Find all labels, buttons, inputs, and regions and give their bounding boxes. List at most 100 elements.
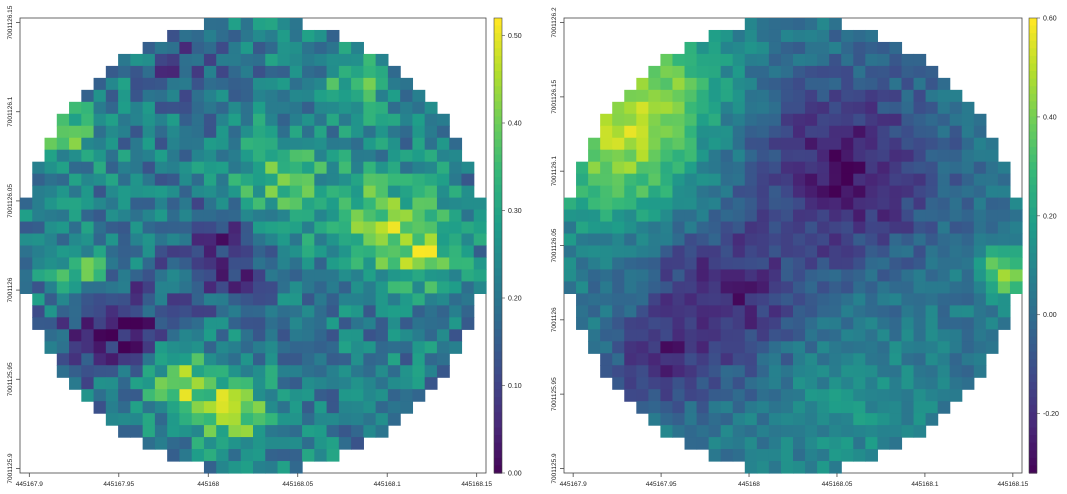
left-cell <box>142 221 156 235</box>
right-cell <box>853 281 866 294</box>
right-cell <box>841 149 854 163</box>
right-cell <box>708 281 722 294</box>
right-cell <box>720 269 734 283</box>
right-cell <box>564 245 577 259</box>
left-cell <box>424 209 438 223</box>
left-cell <box>400 185 414 199</box>
left-cell <box>277 317 291 330</box>
right-cell <box>829 185 842 199</box>
right-cell <box>877 257 891 271</box>
left-cell <box>130 317 144 330</box>
left-cell <box>302 149 315 163</box>
left-y-tick-label: 7001125.95 <box>7 362 14 396</box>
left-cell <box>240 401 254 414</box>
left-cell <box>216 113 230 127</box>
left-cell <box>314 209 328 223</box>
right-cell <box>768 29 782 43</box>
left-cell <box>363 185 377 199</box>
left-cell <box>289 18 303 31</box>
right-cell <box>732 305 746 318</box>
right-cell <box>768 101 782 115</box>
right-cell <box>865 341 878 354</box>
left-cell <box>228 413 242 426</box>
left-cell <box>142 77 156 91</box>
right-cell <box>756 437 770 450</box>
right-cell <box>805 77 818 91</box>
right-cell <box>708 197 722 211</box>
left-cell <box>167 41 181 55</box>
right-cell <box>684 389 698 402</box>
right-cell <box>829 257 842 271</box>
right-cell <box>889 173 903 187</box>
left-cell <box>228 185 242 199</box>
left-cell <box>253 353 266 366</box>
left-cell <box>191 29 205 43</box>
right-cell <box>877 317 891 330</box>
left-cell <box>375 113 389 127</box>
left-cell <box>265 101 279 115</box>
right-cell <box>672 137 686 151</box>
right-cell <box>744 257 758 271</box>
left-cell <box>351 233 364 247</box>
right-cell <box>901 77 915 91</box>
left-cell <box>228 41 242 55</box>
right-cell <box>817 317 830 330</box>
left-cell <box>105 233 119 247</box>
left-cell <box>32 221 46 235</box>
left-cell <box>338 185 352 199</box>
left-cell <box>387 389 401 402</box>
right-cell <box>564 269 577 283</box>
left-cell <box>314 89 328 103</box>
left-cell <box>216 29 230 43</box>
right-cell <box>756 233 770 247</box>
right-colorbar-segment <box>1029 109 1037 118</box>
left-cell <box>461 305 475 318</box>
left-cell <box>265 137 279 151</box>
left-cell <box>277 137 291 151</box>
left-cell <box>424 245 438 259</box>
right-cell <box>756 281 770 294</box>
right-cell <box>612 233 625 247</box>
right-cell <box>708 221 722 235</box>
left-colorbar <box>494 18 502 474</box>
right-colorbar-segment <box>1029 344 1037 353</box>
right-colorbar-segment <box>1029 215 1037 224</box>
left-cell <box>363 329 377 342</box>
left-cell <box>130 281 144 294</box>
left-cell <box>375 221 389 235</box>
left-cell <box>167 437 181 450</box>
left-cell <box>400 233 414 247</box>
right-cell <box>684 293 698 306</box>
right-colorbar-segment <box>1029 146 1037 156</box>
left-cell <box>240 149 254 163</box>
right-cell <box>624 389 637 402</box>
left-cell <box>449 197 463 211</box>
left-cell <box>118 245 131 259</box>
right-cell <box>696 41 710 55</box>
right-cell <box>913 233 927 247</box>
right-cell <box>684 377 698 390</box>
right-cell <box>648 89 662 103</box>
right-cell <box>612 245 625 259</box>
left-cell <box>265 449 279 462</box>
right-cell <box>889 317 903 330</box>
right-cell <box>720 197 734 211</box>
right-cell <box>744 161 758 175</box>
left-cell <box>56 233 70 247</box>
right-cell <box>648 209 662 223</box>
left-cell <box>56 161 70 175</box>
right-cell <box>853 425 866 438</box>
right-cell <box>684 353 698 366</box>
left-cell <box>203 137 217 151</box>
right-colorbar <box>1029 18 1037 474</box>
left-cell <box>118 257 131 271</box>
left-colorbar-frame <box>493 17 503 474</box>
right-cell <box>768 341 782 354</box>
left-cell <box>69 341 82 354</box>
left-cell <box>105 161 119 175</box>
right-cell <box>588 173 601 187</box>
right-cell <box>949 101 963 115</box>
left-cell <box>142 425 156 438</box>
left-colorbar-segment <box>494 419 502 429</box>
left-cell <box>265 353 279 366</box>
